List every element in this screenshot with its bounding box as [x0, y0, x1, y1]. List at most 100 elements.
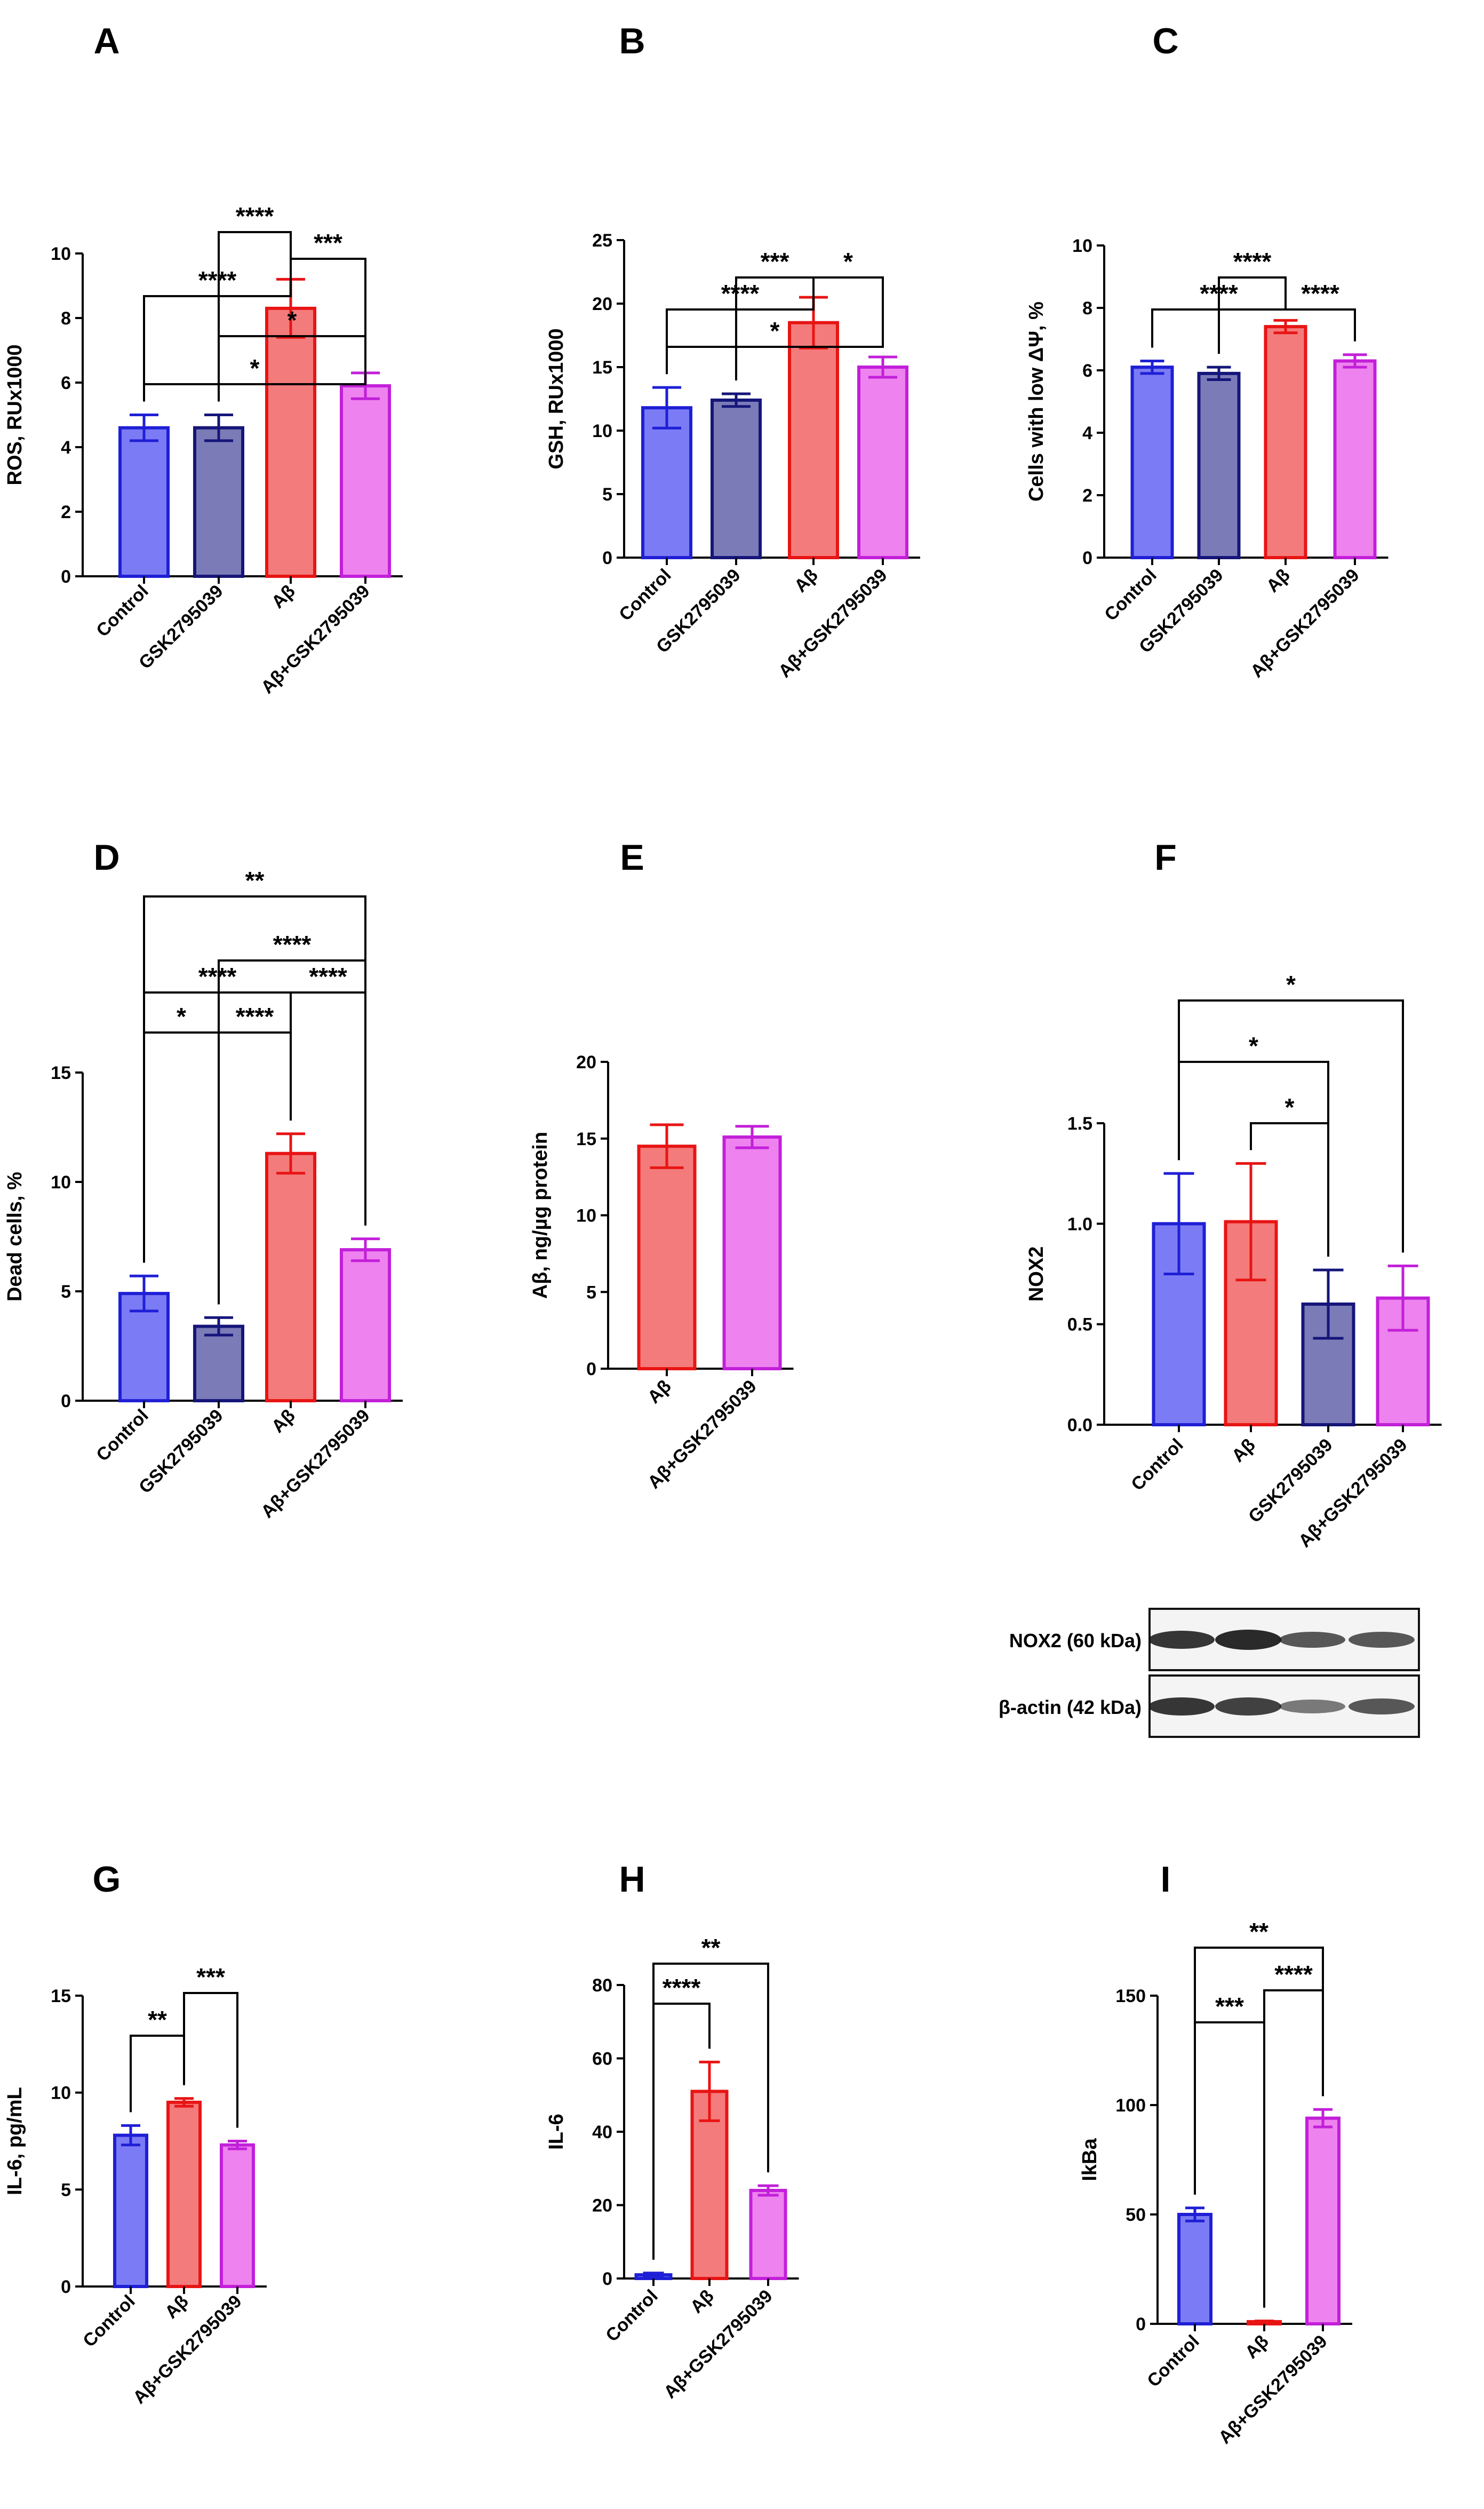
significance-label: **: [1249, 1918, 1268, 1946]
significance-label: *: [1286, 971, 1296, 998]
y-tick-label: 0: [602, 2269, 612, 2289]
significance-label: *: [1285, 1093, 1295, 1121]
y-tick-label: 0: [1136, 2314, 1146, 2335]
y-tick-label: 0: [1082, 548, 1092, 568]
y-tick-label: 5: [602, 485, 612, 505]
significance-label: ****: [198, 963, 237, 990]
category-label: Control: [1100, 565, 1160, 625]
bar-gsk2795039: [193, 1324, 244, 1403]
significance-bracket: [143, 1031, 220, 1305]
category-label: Aβ: [1228, 1435, 1259, 1466]
bar-abetagsk: [340, 1248, 391, 1403]
panel-letter-h: H: [619, 1859, 645, 1900]
blot-band: [1279, 1700, 1345, 1713]
y-tick-label: 10: [576, 1206, 596, 1226]
y-axis-title: IkBa: [1079, 2138, 1101, 2181]
bar-control: [641, 406, 692, 559]
significance-label: ****: [273, 931, 312, 958]
blot-band: [1279, 1632, 1345, 1648]
blot-band: [1349, 1698, 1415, 1714]
category-label: Control: [602, 2286, 661, 2346]
bar-abeta: [1264, 325, 1307, 559]
significance-label: ****: [236, 1003, 274, 1030]
category-label: Aβ+GSK2795039: [660, 2286, 777, 2403]
significance-bracket: [130, 2035, 185, 2113]
y-axis-title: NOX2: [1025, 1246, 1048, 1301]
y-tick-label: 6: [1082, 361, 1092, 381]
bar-gsk2795039: [1197, 371, 1241, 559]
panel-letter-a: A: [93, 21, 119, 61]
category-label: Aβ: [1241, 2331, 1273, 2363]
y-tick-label: 100: [1115, 2095, 1146, 2116]
category-label: Control: [92, 581, 152, 641]
y-tick-label: 10: [592, 421, 612, 441]
significance-label: *: [177, 1003, 186, 1030]
panel-letter-d: D: [93, 837, 119, 878]
y-tick-label: 150: [1115, 1986, 1146, 2006]
significance-label: ****: [1233, 248, 1272, 275]
y-tick-label: 4: [61, 438, 71, 458]
significance-label: *: [250, 354, 260, 382]
significance-label: ****: [721, 280, 760, 307]
bar-control: [1177, 2213, 1212, 2325]
y-tick-label: 1.0: [1067, 1214, 1092, 1234]
y-tick-label: 60: [592, 2049, 612, 2069]
y-tick-label: 0: [61, 2277, 71, 2297]
y-tick-label: 2: [1082, 486, 1092, 506]
significance-label: *: [843, 248, 853, 275]
significance-label: **: [245, 867, 265, 894]
y-tick-label: 10: [1072, 236, 1092, 256]
significance-label: ****: [309, 963, 347, 990]
y-axis-title: ROS, RUx1000: [4, 344, 26, 485]
significance-bracket: [218, 1031, 292, 1305]
blot-band: [1349, 1632, 1415, 1648]
y-tick-label: 15: [51, 1986, 71, 2006]
significance-bracket: [812, 276, 884, 344]
significance-bracket: [1178, 999, 1404, 1253]
category-label: Control: [92, 1406, 152, 1465]
significance-bracket: [666, 284, 815, 375]
y-tick-label: 80: [592, 1975, 612, 1996]
blot-band: [1148, 1631, 1215, 1649]
significance-label: *: [1249, 1032, 1258, 1060]
bar-abeta: [637, 1145, 697, 1370]
y-tick-label: 1.5: [1067, 1114, 1092, 1134]
blot-band: [1215, 1697, 1281, 1716]
category-label: Control: [615, 565, 675, 625]
bar-abetagsk: [722, 1135, 782, 1370]
y-tick-label: 10: [51, 2083, 71, 2103]
category-label: Aβ: [687, 2286, 718, 2317]
y-axis-title: IL-6: [545, 2114, 568, 2150]
significance-bracket: [143, 895, 366, 1263]
significance-bracket: [652, 2003, 711, 2260]
significance-bracket: [1194, 2021, 1265, 2308]
y-tick-label: 8: [1082, 298, 1092, 319]
significance-label: ***: [1215, 1992, 1244, 2020]
bar-abeta: [265, 1152, 316, 1402]
significance-bracket: [218, 231, 292, 402]
panel-letter-c: C: [1152, 21, 1178, 61]
significance-label: ****: [1274, 1960, 1313, 1988]
panel-letter-g: G: [93, 1859, 121, 1900]
y-tick-label: 2: [61, 502, 71, 522]
y-tick-label: 50: [1126, 2205, 1146, 2225]
bar-abetagsk: [1305, 2116, 1341, 2326]
bar-control: [118, 426, 170, 578]
bar-abetagsk: [340, 384, 391, 578]
bar-abetagsk: [749, 2189, 787, 2280]
bar-abetagsk: [857, 366, 908, 559]
y-tick-label: 0: [602, 548, 612, 568]
bar-abetagsk: [1333, 359, 1377, 559]
y-axis-title: Cells with low ΔΨ, %: [1025, 301, 1048, 502]
significance-label: ****: [663, 1974, 701, 2002]
category-label: Aβ+GSK2795039: [1215, 2331, 1331, 2448]
y-tick-label: 20: [576, 1052, 596, 1073]
bar-gsk2795039: [711, 398, 762, 559]
significance-label: *: [770, 317, 780, 345]
